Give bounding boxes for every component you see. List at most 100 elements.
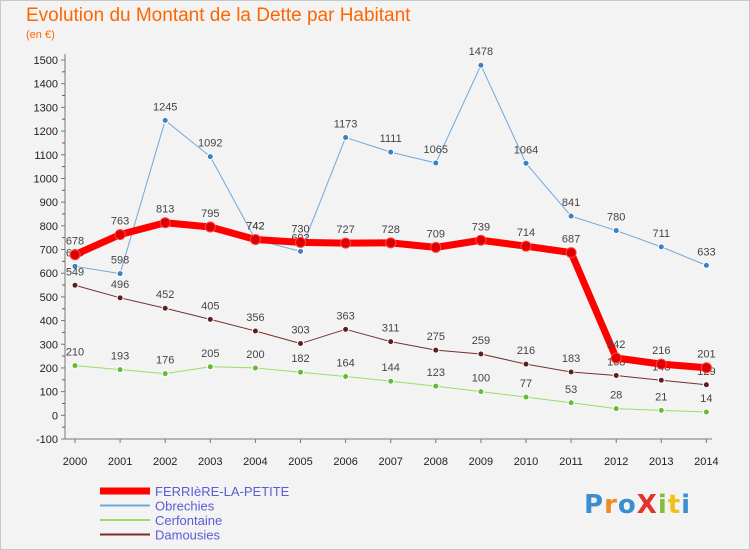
data-point-damousies xyxy=(657,376,665,384)
data-point-ferri-re-la-petite xyxy=(159,217,171,229)
data-label-ferri-re-la-petite: 714 xyxy=(517,227,535,239)
data-point-obrechies xyxy=(432,159,440,167)
legend-label-cerfontaine: Cerfontaine xyxy=(155,513,222,528)
x-tick-label: 2014 xyxy=(694,456,718,468)
data-label-cerfontaine: 176 xyxy=(156,355,174,367)
data-point-obrechies xyxy=(567,212,575,220)
y-tick-label: 1300 xyxy=(34,102,58,114)
data-point-cerfontaine xyxy=(387,377,395,385)
data-point-damousies xyxy=(161,304,169,312)
data-label-damousies: 259 xyxy=(472,335,490,347)
data-label-obrechies: 1092 xyxy=(198,138,222,150)
data-label-cerfontaine: 210 xyxy=(66,347,84,359)
data-label-obrechies: 633 xyxy=(697,246,715,258)
data-label-ferri-re-la-petite: 742 xyxy=(246,221,264,233)
data-label-damousies: 452 xyxy=(156,289,174,301)
chart-unit: (en €) xyxy=(26,29,55,41)
data-point-ferri-re-la-petite xyxy=(430,241,442,253)
data-point-obrechies xyxy=(297,247,304,255)
data-label-obrechies: 1064 xyxy=(514,144,538,156)
data-label-damousies: 405 xyxy=(201,300,219,312)
data-point-cerfontaine xyxy=(161,370,169,378)
x-tick-label: 2005 xyxy=(288,456,312,468)
data-label-obrechies: 742 xyxy=(246,221,264,233)
data-label-ferri-re-la-petite: 795 xyxy=(201,208,219,220)
data-point-damousies xyxy=(71,281,79,289)
data-label-damousies: 311 xyxy=(382,323,400,335)
data-label-cerfontaine: 182 xyxy=(291,353,309,365)
logo-letter: t xyxy=(667,490,682,520)
data-point-cerfontaine xyxy=(71,362,79,370)
data-label-ferri-re-la-petite: 216 xyxy=(652,345,670,357)
data-point-damousies xyxy=(342,325,350,333)
data-label-ferri-re-la-petite: 730 xyxy=(291,223,309,235)
x-tick-label: 2008 xyxy=(424,456,448,468)
x-tick-label: 2006 xyxy=(333,456,357,468)
x-tick-label: 2013 xyxy=(649,456,673,468)
data-point-cerfontaine xyxy=(657,406,665,414)
y-tick-label: 1100 xyxy=(34,150,58,162)
data-point-ferri-re-la-petite xyxy=(340,237,352,249)
chart-title: Evolution du Montant de la Dette par Hab… xyxy=(26,5,411,26)
legend-label-damousies: Damousies xyxy=(155,528,221,543)
data-label-ferri-re-la-petite: 728 xyxy=(382,224,400,236)
y-tick-label: 1500 xyxy=(34,55,58,67)
data-label-ferri-re-la-petite: 709 xyxy=(427,228,445,240)
data-point-damousies xyxy=(567,368,575,376)
data-point-ferri-re-la-petite xyxy=(655,358,667,370)
data-label-damousies: 303 xyxy=(291,325,309,337)
y-tick-label: 700 xyxy=(40,245,58,257)
data-label-obrechies: 1245 xyxy=(153,101,177,113)
data-point-obrechies xyxy=(161,116,169,124)
data-point-obrechies xyxy=(477,61,485,69)
data-point-obrechies xyxy=(522,159,530,167)
data-point-obrechies xyxy=(342,133,350,141)
data-point-cerfontaine xyxy=(612,405,620,413)
y-tick-label: 800 xyxy=(40,221,58,233)
data-label-ferri-re-la-petite: 813 xyxy=(156,204,174,216)
logo-letter: X xyxy=(636,490,658,520)
data-point-damousies xyxy=(432,346,440,354)
data-label-ferri-re-la-petite: 201 xyxy=(697,349,715,361)
data-point-cerfontaine xyxy=(522,393,530,401)
x-tick-label: 2007 xyxy=(378,456,402,468)
data-point-damousies xyxy=(251,327,259,335)
data-label-ferri-re-la-petite: 242 xyxy=(607,339,625,351)
data-label-obrechies: 711 xyxy=(653,228,671,240)
data-point-damousies xyxy=(612,372,620,380)
data-label-ferri-re-la-petite: 687 xyxy=(562,234,580,246)
data-point-ferri-re-la-petite xyxy=(610,352,622,364)
data-label-cerfontaine: 144 xyxy=(382,362,400,374)
data-point-obrechies xyxy=(702,261,710,269)
data-label-obrechies: 1065 xyxy=(424,144,448,156)
data-label-obrechies: 598 xyxy=(111,255,129,267)
logo-letter: o xyxy=(617,490,637,520)
data-point-ferri-re-la-petite xyxy=(700,362,712,374)
legend-label-ferri-re-la-petite: FERRIèRE-LA-PETITE xyxy=(155,484,290,499)
data-point-obrechies xyxy=(612,227,620,235)
data-point-cerfontaine xyxy=(477,388,485,396)
data-point-obrechies xyxy=(657,243,665,251)
data-label-cerfontaine: 28 xyxy=(610,390,622,402)
x-tick-label: 2004 xyxy=(243,456,267,468)
data-label-damousies: 363 xyxy=(336,310,354,322)
data-point-ferri-re-la-petite xyxy=(565,247,577,259)
data-label-ferri-re-la-petite: 727 xyxy=(336,224,354,236)
proxiti-logo: ProXiti xyxy=(584,490,691,520)
data-point-ferri-re-la-petite xyxy=(520,240,532,252)
x-tick-label: 2009 xyxy=(469,456,493,468)
y-tick-label: -100 xyxy=(36,434,58,446)
y-tick-label: 600 xyxy=(40,268,58,280)
x-tick-label: 2002 xyxy=(153,456,177,468)
x-tick-label: 2001 xyxy=(108,456,132,468)
data-label-cerfontaine: 77 xyxy=(520,378,532,390)
data-point-obrechies xyxy=(387,148,395,156)
data-label-obrechies: 780 xyxy=(607,212,625,224)
y-tick-label: 100 xyxy=(40,387,58,399)
data-label-cerfontaine: 123 xyxy=(427,367,445,379)
data-label-obrechies: 841 xyxy=(562,197,580,209)
x-tick-label: 2000 xyxy=(63,456,87,468)
data-point-cerfontaine xyxy=(567,399,575,407)
data-point-cerfontaine xyxy=(116,366,124,374)
data-point-damousies xyxy=(116,294,124,302)
